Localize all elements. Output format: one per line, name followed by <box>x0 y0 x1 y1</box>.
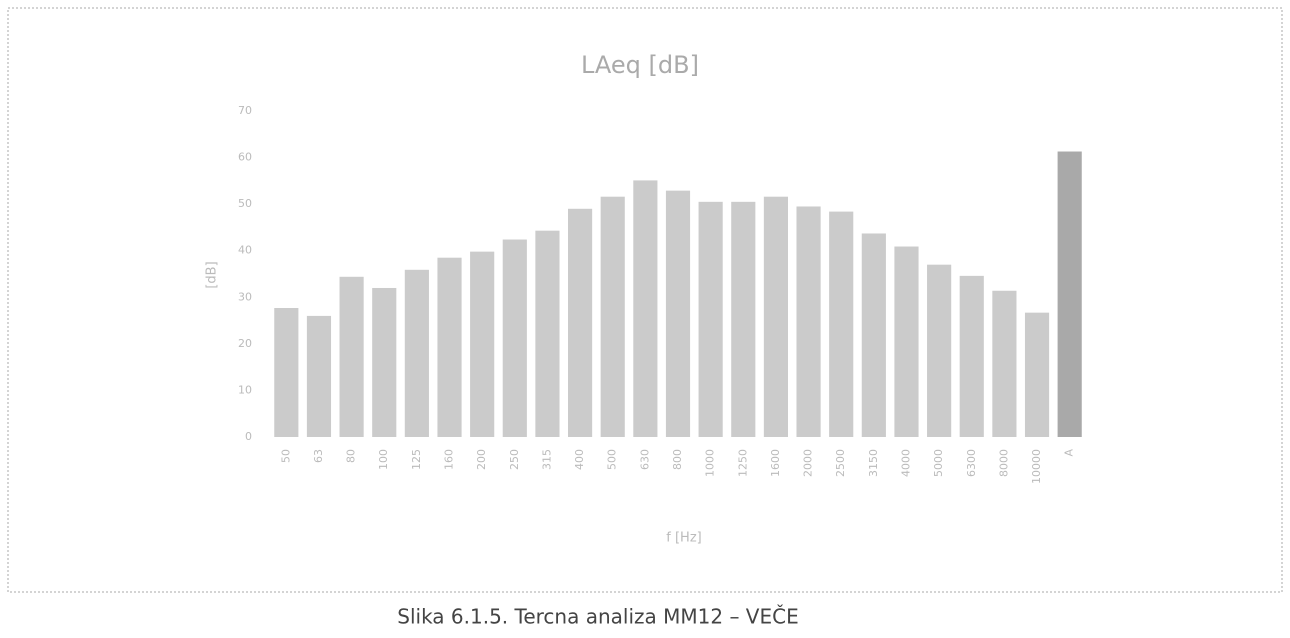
bar <box>470 251 495 437</box>
bar <box>306 315 332 437</box>
bar <box>339 276 364 437</box>
x-tick-label: 1250 <box>736 449 749 477</box>
y-tick-label: 10 <box>238 383 252 396</box>
bar <box>568 208 593 437</box>
x-tick-label: 63 <box>312 449 325 463</box>
bar <box>633 180 658 438</box>
y-tick-label: 0 <box>245 430 252 443</box>
bar <box>731 201 756 437</box>
y-tick-label: 20 <box>238 337 252 350</box>
x-tick-label: 3150 <box>867 449 880 477</box>
bar <box>1057 151 1082 437</box>
chart-title: LAeq [dB] <box>581 51 699 79</box>
x-tick-label: 250 <box>508 449 521 470</box>
bar <box>372 287 397 437</box>
y-axis-label: [dB] <box>205 261 220 288</box>
x-tick-label: 315 <box>540 449 553 470</box>
x-tick-label: 5000 <box>932 449 945 477</box>
x-tick-label: 2500 <box>834 449 847 477</box>
bar <box>796 206 821 437</box>
x-tick-label: 10000 <box>1030 449 1043 484</box>
x-tick-label: 2000 <box>802 449 815 477</box>
bar <box>698 201 723 437</box>
bar <box>274 307 299 437</box>
bar <box>992 290 1017 437</box>
y-tick-label: 70 <box>238 104 252 117</box>
x-tick-label: 6300 <box>965 449 978 477</box>
bar <box>1024 312 1050 437</box>
bar <box>404 269 429 437</box>
x-tick-label: 8000 <box>997 449 1010 477</box>
bar <box>959 275 984 437</box>
bar <box>665 190 691 437</box>
x-tick-label: 200 <box>475 449 488 470</box>
x-tick-label: 800 <box>671 449 684 470</box>
bar <box>502 239 527 437</box>
frame <box>7 7 1283 593</box>
x-tick-label: 400 <box>573 449 586 470</box>
x-tick-label: 1000 <box>704 449 717 477</box>
y-tick-label: 50 <box>238 197 252 210</box>
x-tick-label: 100 <box>377 449 390 470</box>
bar <box>829 211 854 437</box>
x-tick-label: 500 <box>606 449 619 470</box>
x-tick-label: 4000 <box>899 449 912 477</box>
x-tick-label: 80 <box>345 449 358 463</box>
x-tick-label: 160 <box>443 449 456 470</box>
bar <box>535 230 560 437</box>
x-tick-label: 125 <box>410 449 423 470</box>
bar <box>861 233 886 437</box>
x-tick-label: 1600 <box>769 449 782 477</box>
bar <box>894 246 919 437</box>
x-tick-label: A <box>1063 449 1076 457</box>
bar <box>600 196 625 437</box>
caption: Slika 6.1.5. Tercna analiza MM12 – VEČE <box>397 605 798 629</box>
bar <box>927 264 952 437</box>
bar <box>763 196 788 437</box>
x-axis-label: f [Hz] <box>666 531 701 546</box>
bar <box>437 257 462 437</box>
x-tick-label: 50 <box>279 449 292 463</box>
y-tick-label: 30 <box>238 290 252 303</box>
y-tick-label: 40 <box>238 244 252 257</box>
x-tick-label: 630 <box>638 449 651 470</box>
y-tick-label: 60 <box>238 151 252 164</box>
